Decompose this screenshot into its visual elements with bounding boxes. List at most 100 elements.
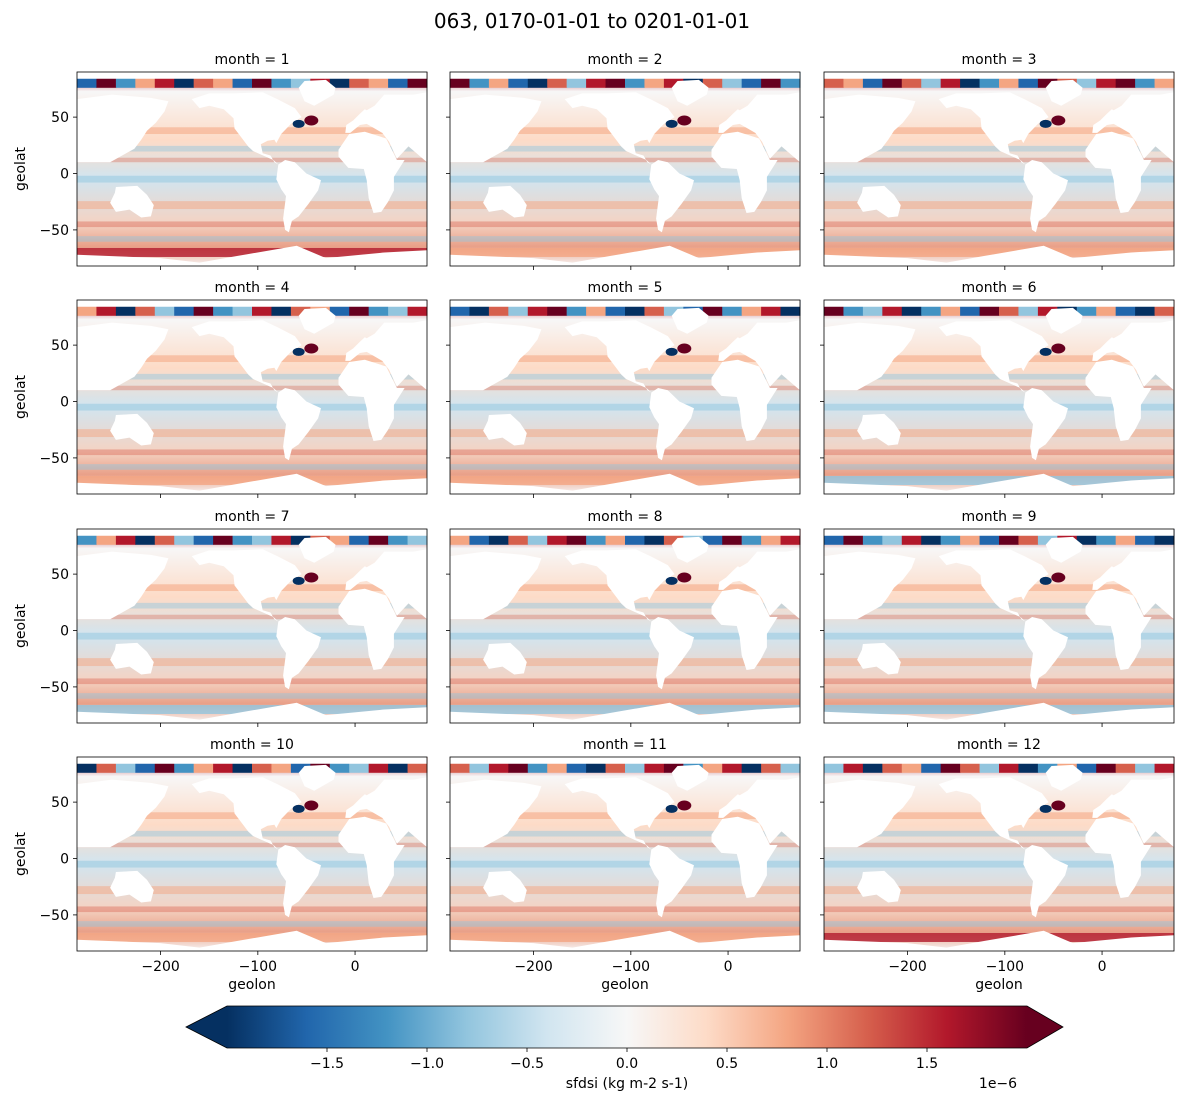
antarctic-ice-edge	[77, 704, 427, 714]
land-eastasia	[824, 94, 916, 163]
heatmap-band	[77, 429, 427, 438]
land-eurasia	[1092, 777, 1174, 848]
land-antarctica	[824, 473, 1174, 494]
x-tick-label: −100	[986, 959, 1024, 975]
gulf-stream-hotspot	[304, 572, 319, 583]
panel-title: month = 9	[962, 509, 1037, 525]
gulf-stream-hotspot	[1051, 800, 1066, 811]
panel-title: month = 11	[583, 737, 667, 753]
heatmap-band	[824, 693, 1174, 699]
land-greenland	[298, 307, 336, 334]
heatmap-band	[824, 678, 1174, 685]
land-antarctica	[77, 930, 427, 951]
axes-frame	[449, 71, 801, 267]
antarctic-ice-edge	[77, 247, 427, 257]
heatmap-band	[450, 678, 800, 685]
heatmap-band	[824, 201, 1174, 210]
heatmap-band	[824, 236, 1174, 242]
x-tick-label: −100	[612, 959, 650, 975]
gulf-stream-hotspot	[1051, 115, 1066, 126]
land-eurasia	[718, 549, 800, 620]
panel-title: month = 12	[957, 737, 1041, 753]
panel-month-10: month = 10 −200 −100 0 geolon −50 0 50 geolat	[13, 737, 428, 993]
land-australia	[110, 870, 154, 903]
land-namerica	[564, 549, 675, 622]
y-tick-label: −50	[39, 680, 69, 696]
colorbar-ticks: −1.5 −1.0 −0.5 0.0 0.5 1.0 1.5	[310, 1048, 938, 1072]
land-australia	[857, 642, 901, 675]
heatmap-band	[450, 236, 800, 242]
colorbar-tick-label: −0.5	[510, 1056, 544, 1072]
land-africa	[338, 588, 405, 670]
heatmap-band	[77, 614, 427, 620]
land-samerica	[276, 617, 321, 690]
land-africa	[338, 131, 405, 213]
land-namerica	[191, 549, 302, 622]
land-eurasia	[345, 92, 427, 163]
heatmap-band	[824, 632, 1174, 640]
gulf-stream-hotspot	[1051, 343, 1066, 354]
land-samerica	[1023, 617, 1068, 690]
colorbar-extend-high	[1027, 1006, 1063, 1048]
colorbar-extend-low	[186, 1006, 227, 1048]
land-arctic	[824, 300, 1174, 307]
land-africa	[1085, 131, 1152, 213]
land-samerica	[276, 845, 321, 918]
heatmap-band	[450, 175, 800, 183]
land-eurasia	[1092, 92, 1174, 163]
heatmap-band	[824, 860, 1174, 868]
heatmap-band	[824, 175, 1174, 183]
heatmap-band	[77, 403, 427, 411]
panel-month-8: month = 8	[446, 509, 801, 727]
land-greenland	[298, 536, 336, 563]
y-tick-label: 50	[51, 110, 69, 126]
land-eastasia	[77, 94, 169, 163]
land-antarctica	[450, 245, 800, 266]
antarctic-ice-edge	[77, 475, 427, 485]
axes-frame	[823, 756, 1175, 952]
land-australia	[110, 413, 154, 446]
axes-frame	[823, 299, 1175, 495]
colorbar-tick-label: −1.0	[410, 1056, 444, 1072]
y-tick-label: 0	[60, 852, 69, 868]
heatmap-band	[450, 403, 800, 411]
land-arctic	[77, 529, 427, 536]
heatmap-band	[824, 614, 1174, 620]
heatmap-band	[824, 921, 1174, 927]
land-samerica	[649, 388, 694, 461]
heatmap-band	[77, 175, 427, 183]
heatmap-band	[450, 157, 800, 163]
heatmap-band	[450, 614, 800, 620]
y-tick-label: −50	[39, 223, 69, 239]
heatmap-band	[824, 906, 1174, 913]
heatmap-band	[77, 632, 427, 640]
heatmap-band	[450, 693, 800, 699]
heatmap-band	[824, 385, 1174, 391]
land-africa	[711, 131, 778, 213]
gulf-stream-hotspot	[1051, 572, 1066, 583]
y-tick-label: 50	[51, 567, 69, 583]
land-africa	[1085, 359, 1152, 441]
axes-frame	[76, 528, 428, 724]
heatmap-band	[77, 906, 427, 913]
land-arctic	[77, 757, 427, 764]
colorbar-tick-label: 1.5	[916, 1056, 938, 1072]
land-samerica	[276, 388, 321, 461]
heatmap-band	[450, 449, 800, 456]
land-namerica	[564, 777, 675, 850]
panel-title: month = 2	[588, 52, 663, 68]
land-namerica	[564, 92, 675, 165]
land-africa	[711, 588, 778, 670]
heatmap-band	[824, 449, 1174, 456]
figure-title: 063, 0170-01-01 to 0201-01-01	[434, 9, 750, 33]
panel-title: month = 10	[210, 737, 294, 753]
land-antarctica	[824, 930, 1174, 951]
gulf-stream-hotspot	[677, 115, 692, 126]
land-australia	[483, 185, 527, 218]
heatmap-band	[824, 221, 1174, 228]
land-greenland	[298, 79, 336, 106]
axes-frame	[76, 299, 428, 495]
y-tick-label: 50	[51, 338, 69, 354]
land-antarctica	[824, 702, 1174, 723]
axes-frame	[823, 528, 1175, 724]
